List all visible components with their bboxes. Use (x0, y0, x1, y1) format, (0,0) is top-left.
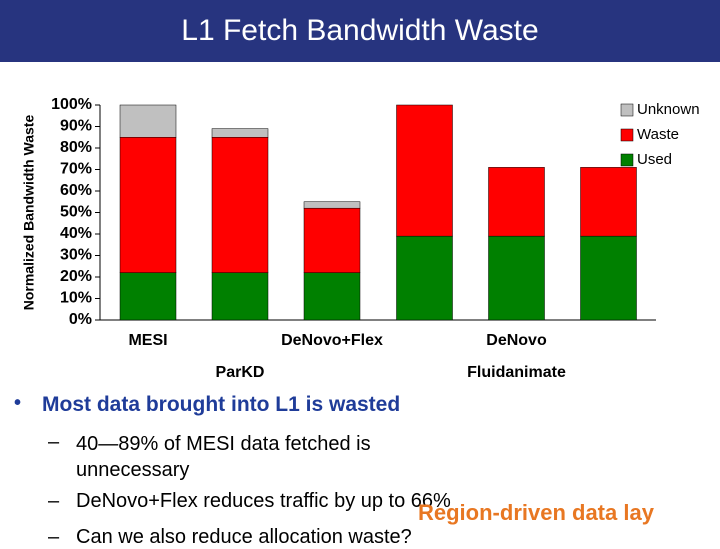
legend-swatch (620, 128, 634, 142)
y-tick-label: 50% (60, 204, 92, 221)
y-tick-label: 70% (60, 161, 92, 178)
overlay-text: Region-driven data lay (418, 500, 654, 525)
x-tick-label: DeNovo (486, 332, 547, 349)
y-axis-label: Normalized Bandwidth Waste (21, 115, 37, 311)
bar-segment (580, 167, 637, 237)
group-label: Fluidanimate (467, 364, 566, 381)
chart: Normalized Bandwidth Waste 0% 10% 20% 30% 40%… (21, 96, 700, 381)
bullet-marker: • (14, 392, 22, 414)
bar-segment (580, 235, 637, 321)
sub-bullet: 40—89% of MESI data fetched is unnecessa… (76, 433, 371, 481)
bullet: Most data brought into L1 is wasted (42, 393, 401, 416)
y-tick-label: 90% (60, 118, 92, 135)
bar-segment (119, 104, 177, 138)
bar-segment (303, 201, 361, 209)
header-bar (0, 0, 720, 62)
y-tick-label: 100% (51, 96, 92, 113)
y-tick-label: 10% (60, 290, 92, 307)
y-tick-label: 0% (69, 311, 92, 328)
bar-segment (488, 235, 545, 321)
bar-segment (303, 207, 361, 273)
dash: – (48, 526, 60, 548)
y-tick-label: 80% (60, 139, 92, 156)
legend-label: Unknown (637, 101, 700, 118)
legend-label: Waste (637, 126, 679, 143)
bar-segment (119, 272, 177, 321)
bar-segment (396, 104, 453, 237)
bar-segment (303, 272, 361, 321)
x-tick-label: MESI (128, 332, 167, 349)
slide-title: L1 Fetch Bandwidth Waste (181, 14, 539, 47)
y-tick-label: 30% (60, 247, 92, 264)
bar-segment (488, 167, 545, 237)
bar-segment (211, 137, 269, 273)
y-tick-label: 60% (60, 182, 92, 199)
x-tick-label: DeNovo+Flex (281, 332, 383, 349)
bar-segment (211, 128, 269, 138)
bar-segment (396, 235, 453, 321)
dash: – (48, 431, 60, 453)
group-label: ParKD (216, 364, 265, 381)
legend-label: Used (637, 151, 672, 168)
dash: – (48, 490, 60, 512)
bar-segment (119, 137, 177, 273)
y-tick-label: 40% (60, 225, 92, 242)
legend-swatch (620, 153, 634, 167)
legend-swatch (620, 103, 634, 117)
y-tick-label: 20% (60, 268, 92, 285)
sub-bullet: Can we also reduce allocation waste? (76, 526, 412, 548)
sub-bullet: DeNovo+Flex reduces traffic by up to 66% (76, 490, 451, 512)
bar-segment (211, 272, 269, 321)
